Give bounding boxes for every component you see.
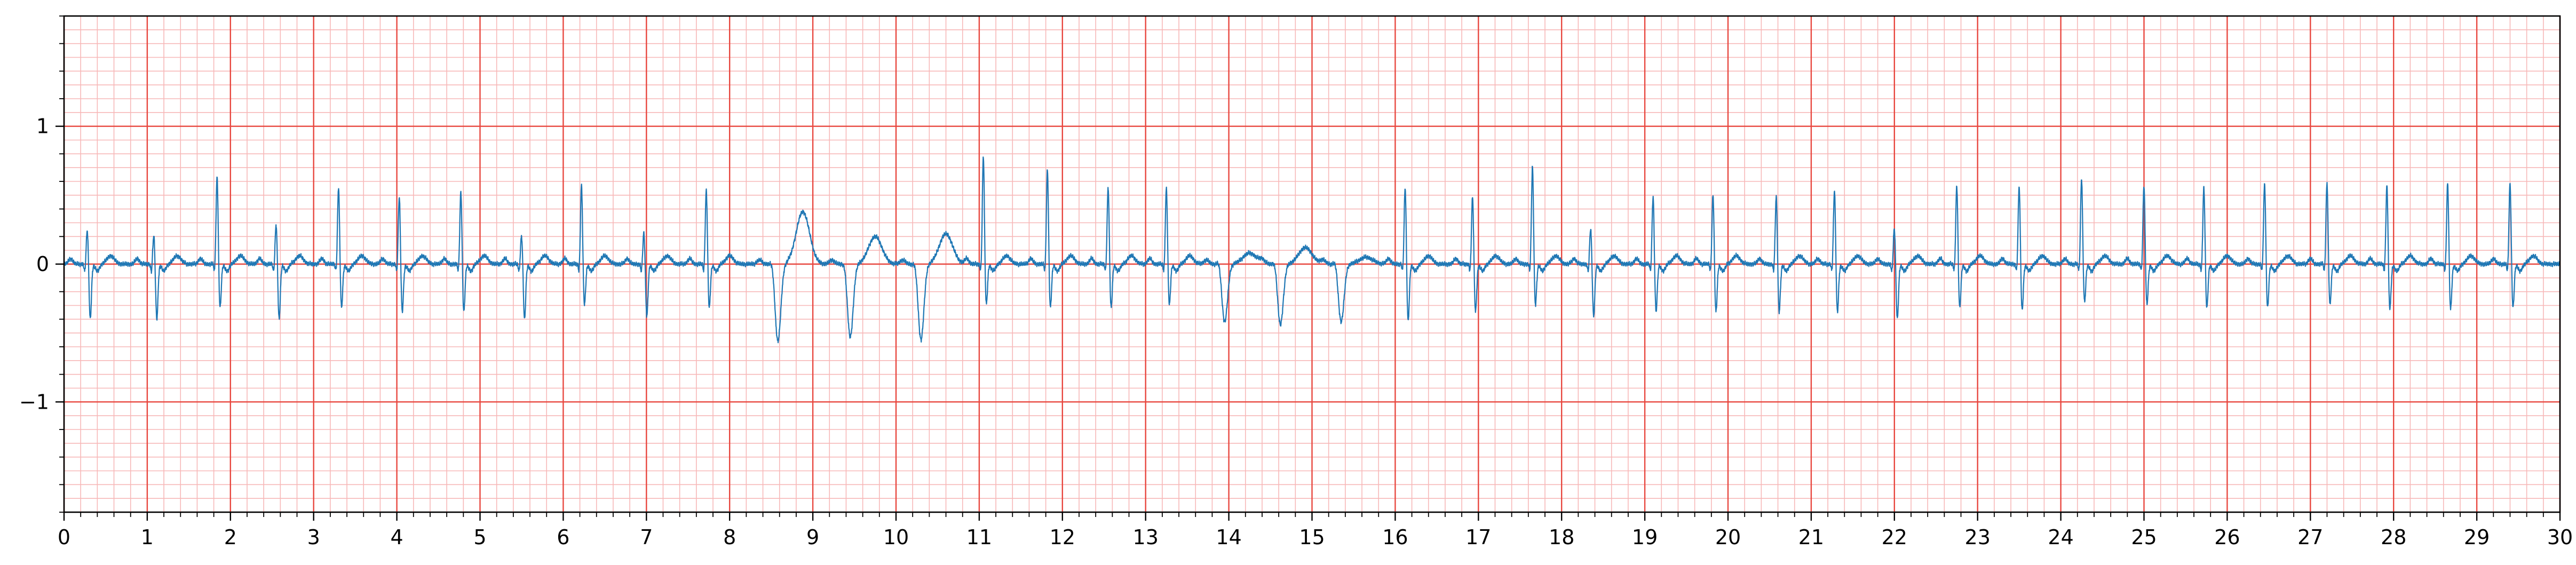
x-tick-label: 28 xyxy=(2381,526,2406,549)
x-tick-label: 22 xyxy=(1882,526,1907,549)
x-tick-label: 17 xyxy=(1465,526,1491,549)
x-tick-label: 23 xyxy=(1965,526,1991,549)
x-tick-label: 14 xyxy=(1216,526,1241,549)
x-tick-label: 10 xyxy=(883,526,909,549)
x-tick-label: 11 xyxy=(966,526,992,549)
x-tick-label: 21 xyxy=(1798,526,1824,549)
x-tick-label: 0 xyxy=(58,526,70,549)
x-tick-label: 4 xyxy=(391,526,403,549)
y-tick-label: 0 xyxy=(36,252,49,276)
x-tick-label: 9 xyxy=(806,526,819,549)
x-tick-label: 7 xyxy=(640,526,653,549)
x-tick-label: 13 xyxy=(1133,526,1159,549)
y-tick-label: 1 xyxy=(36,115,49,138)
x-tick-label: 8 xyxy=(723,526,736,549)
x-tick-label: 16 xyxy=(1382,526,1408,549)
x-tick-label: 18 xyxy=(1549,526,1574,549)
x-tick-label: 24 xyxy=(2048,526,2073,549)
ecg-trace-layer xyxy=(64,156,2561,344)
x-tick-label: 29 xyxy=(2464,526,2490,549)
x-tick-label: 3 xyxy=(307,526,320,549)
x-tick-label: 5 xyxy=(473,526,486,549)
x-tick-label: 19 xyxy=(1632,526,1658,549)
x-tick-label: 20 xyxy=(1715,526,1741,549)
x-tick-label: 30 xyxy=(2547,526,2573,549)
x-tick-label: 25 xyxy=(2131,526,2157,549)
x-tick-label: 1 xyxy=(141,526,154,549)
x-tick-label: 27 xyxy=(2297,526,2323,549)
ecg-trace xyxy=(64,156,2561,344)
x-tick-label: 6 xyxy=(557,526,569,549)
major-gridlines xyxy=(63,16,2561,512)
y-tick-label: −1 xyxy=(19,390,49,413)
x-tick-label: 12 xyxy=(1050,526,1075,549)
x-tick-label: 2 xyxy=(224,526,237,549)
x-axis-ticks: 0 1 2 3 4 5 6 7 8 9 10 11 12 13 14 15 16 17 18 19 20 21 22 23 24… xyxy=(58,512,2573,549)
y-axis-ticks: 1 0 −1 xyxy=(19,15,64,513)
x-tick-label: 26 xyxy=(2214,526,2240,549)
x-tick-label: 15 xyxy=(1299,526,1325,549)
